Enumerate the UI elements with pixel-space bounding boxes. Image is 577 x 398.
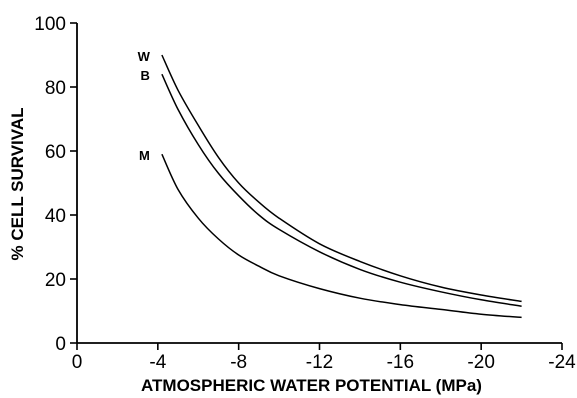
y-tick-label: 100: [34, 14, 66, 35]
series-label-m: M: [139, 148, 150, 163]
y-tick-label: 20: [45, 270, 66, 291]
x-tick-label: -12: [306, 352, 333, 373]
series-label-b: B: [140, 68, 149, 83]
x-axis-title: ATMOSPHERIC WATER POTENTIAL (MPa): [141, 376, 482, 395]
y-tick-label: 40: [45, 206, 66, 227]
series-line-w: [161, 54, 522, 303]
x-tick-label: -8: [230, 352, 247, 373]
x-tick-label: -4: [149, 352, 166, 373]
y-tick-label: 60: [45, 142, 66, 163]
x-tick-label: -16: [387, 352, 414, 373]
x-tick-label: -20: [467, 352, 494, 373]
series-labels: WB M: [138, 49, 151, 163]
series-label-w: W: [138, 49, 151, 64]
y-axis-title: % CELL SURVIVAL: [8, 107, 27, 260]
series-line-b: [161, 73, 522, 307]
curves: [161, 54, 522, 319]
series-line-m: [161, 153, 522, 319]
x-tick-label: -24: [548, 352, 576, 373]
y-tick-label: 80: [45, 78, 66, 99]
ticks: 0 20 40 60 80 100 0 -4 -8 -12 -16 -20 -24: [34, 14, 576, 373]
y-tick-label: 0: [55, 334, 66, 355]
x-tick-label: 0: [72, 352, 83, 373]
